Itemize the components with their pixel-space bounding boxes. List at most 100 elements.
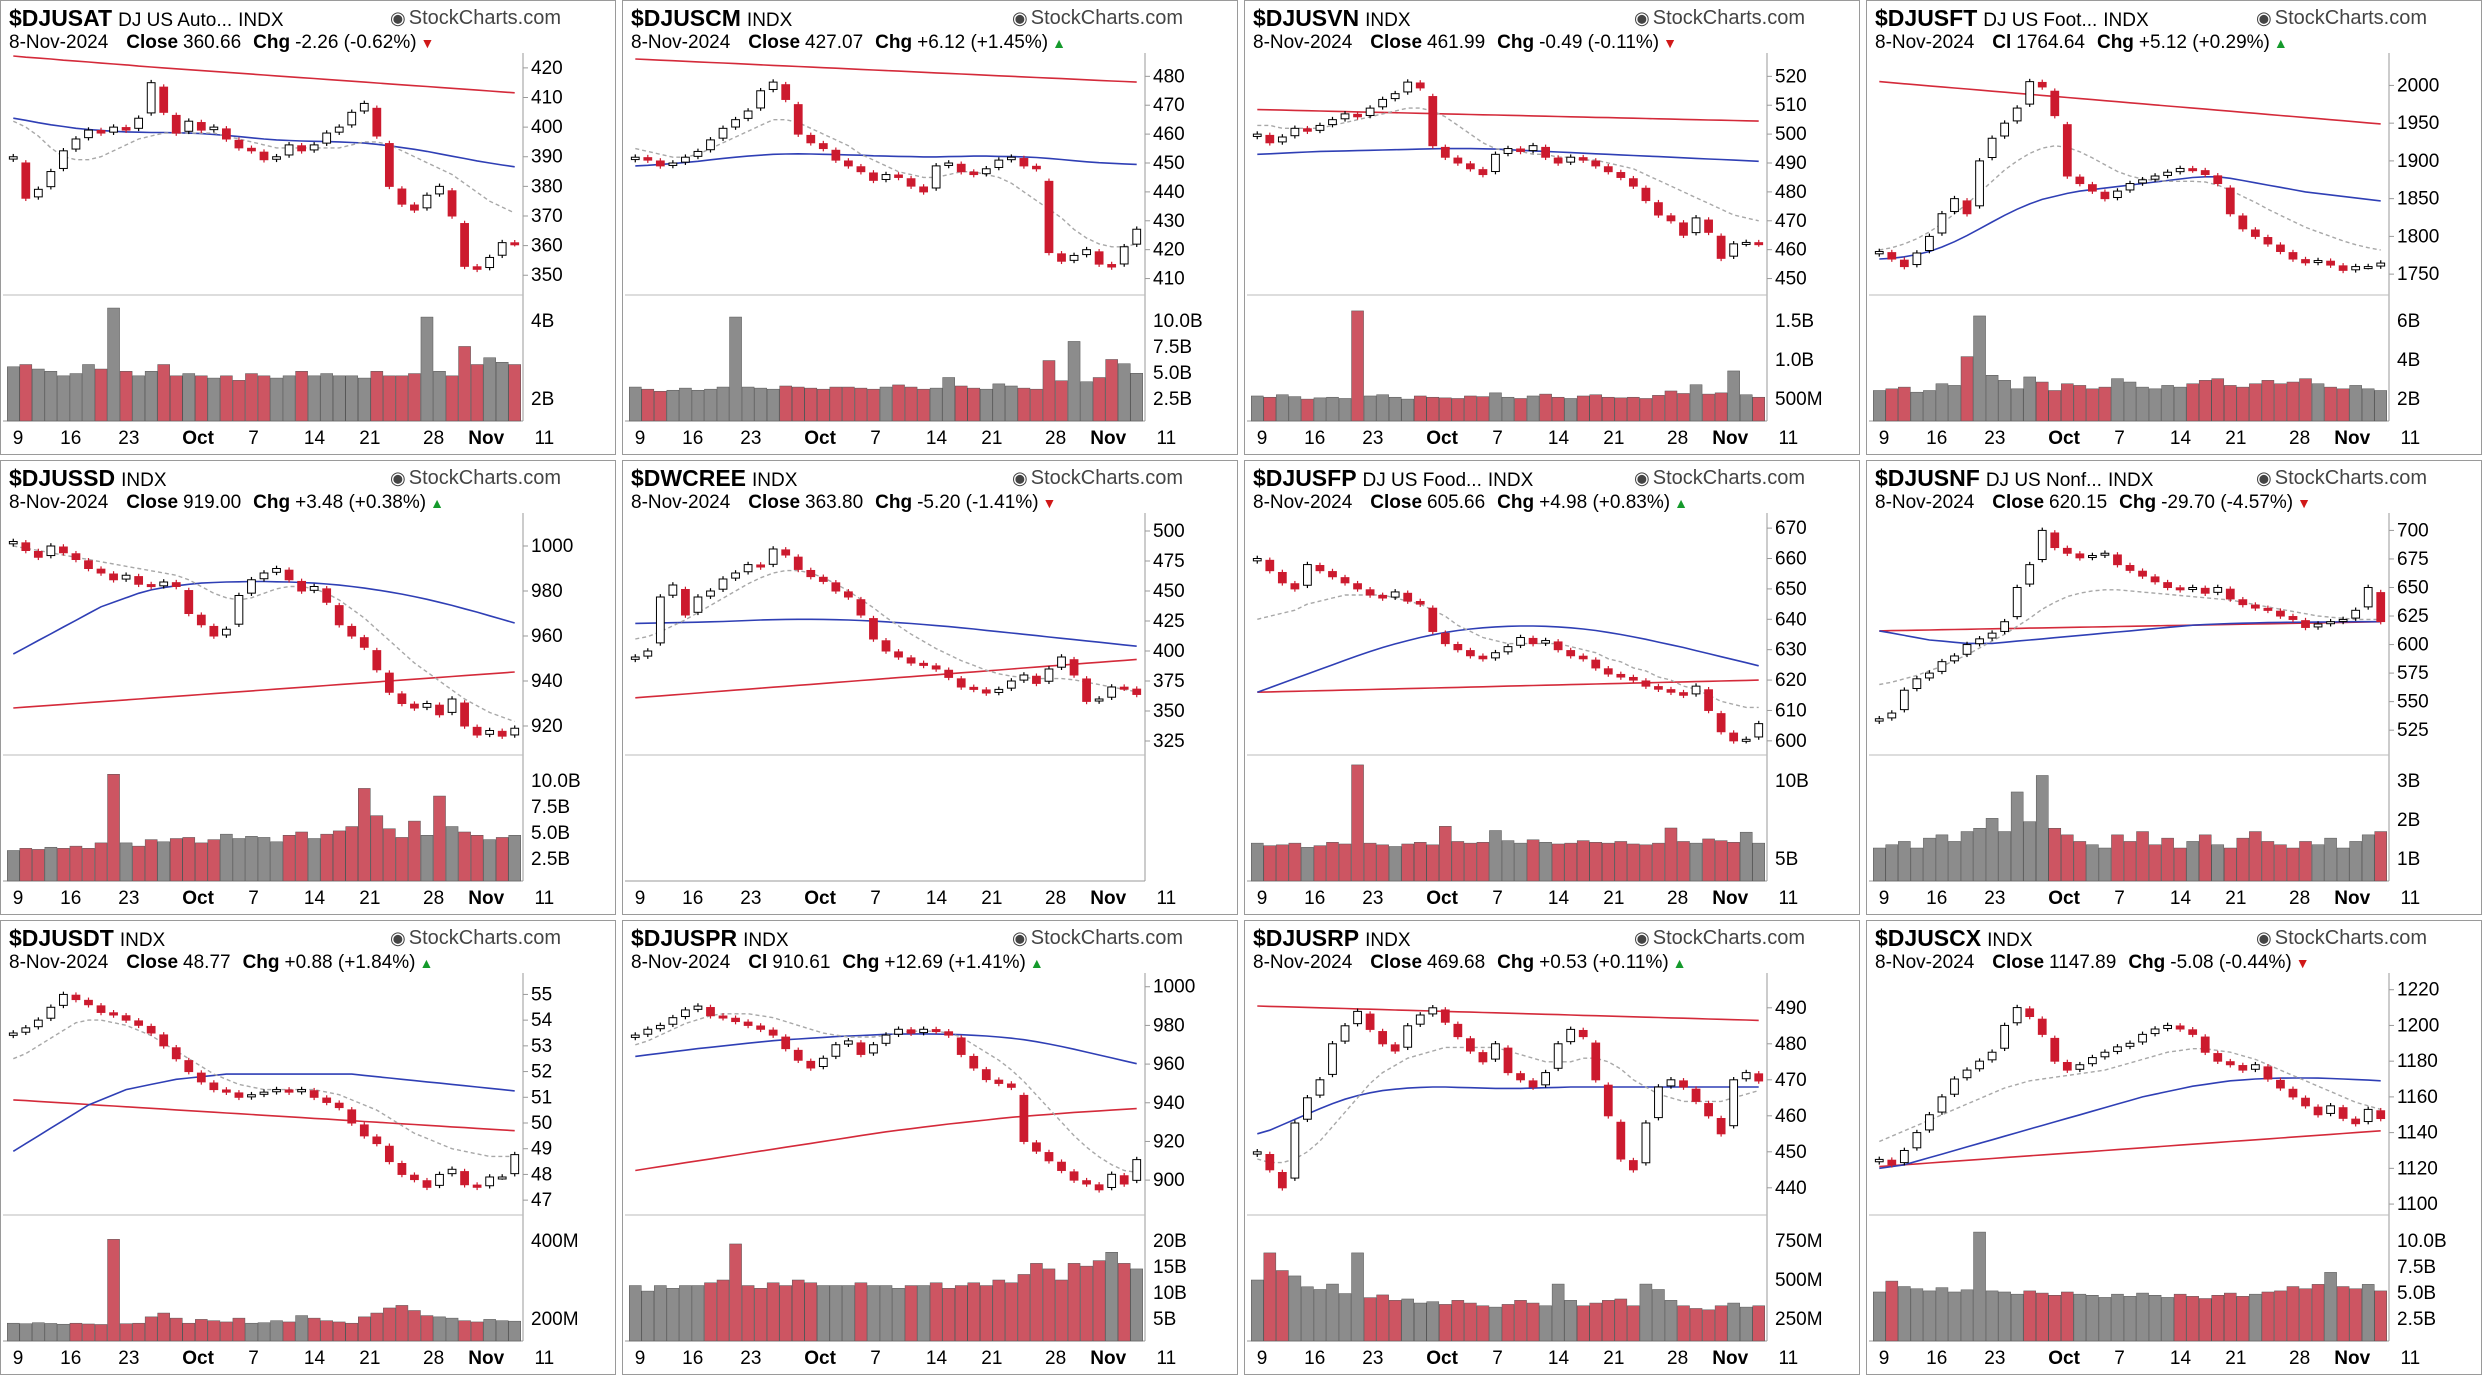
close-label: Close bbox=[1370, 492, 1423, 513]
volume-bar bbox=[1910, 391, 1924, 422]
volume-bar bbox=[1501, 396, 1515, 422]
x-tick-label: 28 bbox=[2289, 888, 2310, 909]
candle bbox=[1428, 1004, 1438, 1017]
x-tick-label: 11 bbox=[535, 428, 555, 449]
volume-bar bbox=[57, 848, 70, 882]
volume-bar bbox=[1576, 840, 1590, 882]
candle bbox=[630, 654, 640, 663]
chart-panel-djuscm: $DJUSCM INDX ◉ StockCharts.com 8-Nov-2024 Clo… bbox=[622, 0, 1238, 455]
x-tick-label: 21 bbox=[2225, 428, 2246, 449]
volume-bar bbox=[2048, 390, 2062, 422]
source-text: StockCharts.com bbox=[408, 927, 561, 949]
candle bbox=[510, 239, 520, 247]
candle bbox=[397, 1160, 407, 1178]
candle bbox=[184, 1057, 194, 1075]
volume-bar bbox=[1898, 386, 1911, 422]
volume-bar bbox=[1117, 363, 1131, 422]
candle bbox=[1107, 684, 1117, 701]
candle bbox=[1353, 1008, 1362, 1027]
candle bbox=[134, 1018, 144, 1029]
candle bbox=[1962, 641, 1972, 658]
price-tick-label: 425 bbox=[1153, 611, 1185, 632]
candle bbox=[284, 1087, 294, 1095]
chart-header: $DWCREE INDX bbox=[631, 465, 797, 495]
candle bbox=[1252, 131, 1262, 140]
volume-bar bbox=[2286, 1286, 2300, 1342]
volume-bar bbox=[2023, 821, 2036, 882]
x-tick-label: 9 bbox=[635, 428, 646, 449]
candle bbox=[1899, 257, 1909, 270]
volume-bar bbox=[2249, 1293, 2262, 1342]
change-label: Chg bbox=[2119, 492, 2157, 513]
ma-long-line bbox=[1879, 80, 2381, 125]
candle bbox=[969, 684, 979, 693]
volume-bar bbox=[495, 837, 509, 882]
x-tick-label: Nov bbox=[2334, 1348, 2370, 1369]
x-tick-label: 16 bbox=[1304, 888, 1325, 909]
source-label: ◉ StockCharts.com bbox=[2256, 467, 2427, 490]
x-tick-label: 7 bbox=[2114, 428, 2125, 449]
price-tick-label: 1100 bbox=[2397, 1194, 2438, 1215]
volume-bar bbox=[954, 385, 968, 422]
candle bbox=[1912, 675, 1922, 692]
volume-bar bbox=[954, 1285, 968, 1342]
candle bbox=[831, 580, 841, 594]
price-tick-label: 375 bbox=[1153, 671, 1185, 692]
candle bbox=[1378, 1028, 1388, 1047]
x-tick-label: 21 bbox=[359, 888, 380, 909]
candle bbox=[1528, 142, 1538, 154]
volume-bar bbox=[182, 373, 196, 422]
candle bbox=[1044, 666, 1054, 685]
volume-bar bbox=[1413, 395, 1427, 422]
chart-symbol: $DJUSNF bbox=[1875, 465, 1980, 491]
volume-bar bbox=[119, 1323, 133, 1342]
chart-svg: 55 54 53 52 51 50 49 48 47 400M 200M 9 16 23 Oct 7 14 21 2… bbox=[3, 973, 579, 1369]
volume-bar bbox=[2098, 1297, 2112, 1342]
candle bbox=[1729, 730, 1739, 744]
volume-bar bbox=[1727, 1302, 1740, 1342]
candle bbox=[2075, 1061, 2085, 1073]
candle bbox=[222, 626, 231, 638]
candle bbox=[2175, 165, 2185, 175]
x-tick-label: 28 bbox=[423, 1348, 444, 1369]
volume-bar bbox=[257, 375, 271, 422]
chart-exchange: INDX bbox=[121, 470, 167, 491]
x-tick-label: Nov bbox=[468, 428, 504, 449]
candle bbox=[159, 579, 169, 589]
candle bbox=[2213, 1050, 2223, 1064]
volume-bar bbox=[1514, 398, 1527, 422]
volume-bar bbox=[2073, 385, 2087, 422]
candle bbox=[71, 136, 81, 152]
change-label: Chg bbox=[1497, 32, 1535, 53]
x-tick-label: 11 bbox=[1779, 428, 1799, 449]
volume-bar bbox=[1960, 1289, 1974, 1342]
x-tick-label: Oct bbox=[1426, 1348, 1458, 1369]
volume-bar bbox=[119, 842, 133, 882]
candle bbox=[2188, 1027, 2198, 1038]
candle bbox=[1754, 720, 1764, 740]
volume-bar bbox=[1363, 1297, 1377, 1342]
candle bbox=[781, 547, 791, 558]
volume-bar bbox=[2111, 1293, 2124, 1342]
candle bbox=[359, 1122, 369, 1139]
candle bbox=[2313, 257, 2323, 266]
volume-bar bbox=[2236, 386, 2250, 422]
volume-bar bbox=[1923, 837, 1936, 882]
volume-bar bbox=[295, 831, 308, 882]
price-tick-label: 980 bbox=[531, 581, 563, 602]
price-tick-label: 1180 bbox=[2397, 1051, 2438, 1072]
chart-symbol: $DJUSAT bbox=[9, 5, 113, 31]
volume-bar bbox=[144, 371, 158, 422]
candle bbox=[1874, 1156, 1884, 1165]
volume-bar bbox=[804, 1282, 818, 1342]
candle bbox=[1716, 1115, 1726, 1137]
chart-date: 8-Nov-2024 bbox=[1875, 32, 1975, 53]
candle bbox=[1378, 592, 1388, 601]
candle bbox=[1541, 1069, 1550, 1088]
volume-bar bbox=[282, 375, 296, 422]
candle bbox=[2000, 1022, 2010, 1052]
candle bbox=[881, 1032, 891, 1047]
candle bbox=[234, 137, 244, 151]
candle bbox=[693, 148, 703, 160]
volume-bar bbox=[2136, 831, 2149, 882]
